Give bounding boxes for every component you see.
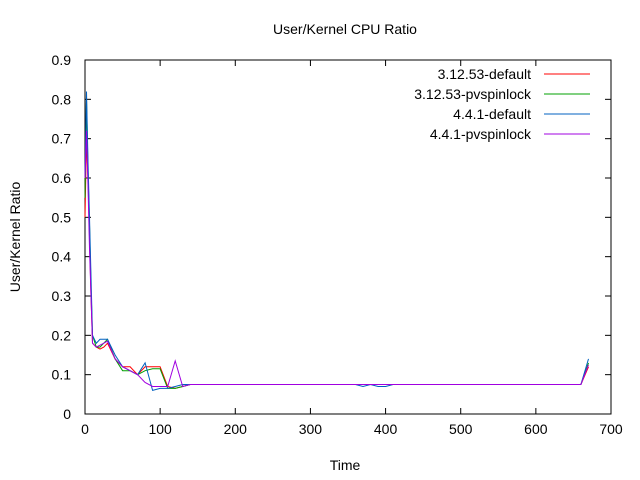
y-tick-label: 0.7 [52,131,72,147]
y-axis-label: User/Kernel Ratio [7,182,23,293]
y-tick-label: 0.5 [52,209,72,225]
legend-label: 4.4.1-pvspinlock [430,126,532,142]
y-tick-label: 0.1 [52,367,72,383]
series-line-4.4.1-default [84,91,589,392]
y-tick-label: 0.6 [52,170,72,186]
legend-label: 3.12.53-pvspinlock [414,86,532,102]
x-tick-label: 600 [524,421,548,437]
y-tick-label: 0.4 [52,249,72,265]
x-axis-label: Time [330,457,361,473]
y-tick-label: 0 [63,406,71,422]
x-tick-label: 200 [224,421,248,437]
x-axis: 0 100 200 300 400 500 600 700 [81,60,623,437]
y-tick-label: 0.9 [52,52,72,68]
plot-border [84,59,612,415]
series-lines [84,91,589,392]
x-tick-label: 700 [599,421,623,437]
legend: 3.12.53-default 3.12.53-pvspinlock 4.4.1-d… [414,66,590,142]
x-tick-label: 400 [374,421,398,437]
y-tick-label: 0.2 [52,327,72,343]
legend-label: 4.4.1-default [453,106,531,122]
y-tick-label: 0.8 [52,91,72,107]
y-tick-label: 0.3 [52,288,72,304]
x-tick-label: 300 [299,421,323,437]
series-line-3.12.53-pvspinlock [84,99,589,389]
legend-label: 3.12.53-default [438,66,532,82]
x-tick-label: 0 [81,421,89,437]
series-line-3.12.53-default [84,138,589,389]
chart-title: User/Kernel CPU Ratio [273,21,417,37]
series-line-4.4.1-pvspinlock [84,130,589,388]
plot-area [84,59,612,415]
x-tick-label: 500 [449,421,473,437]
x-tick-label: 100 [148,421,172,437]
y-axis: 0 0.1 0.2 0.3 0.4 0.5 0.6 0.7 0.8 0.9 [52,52,611,422]
